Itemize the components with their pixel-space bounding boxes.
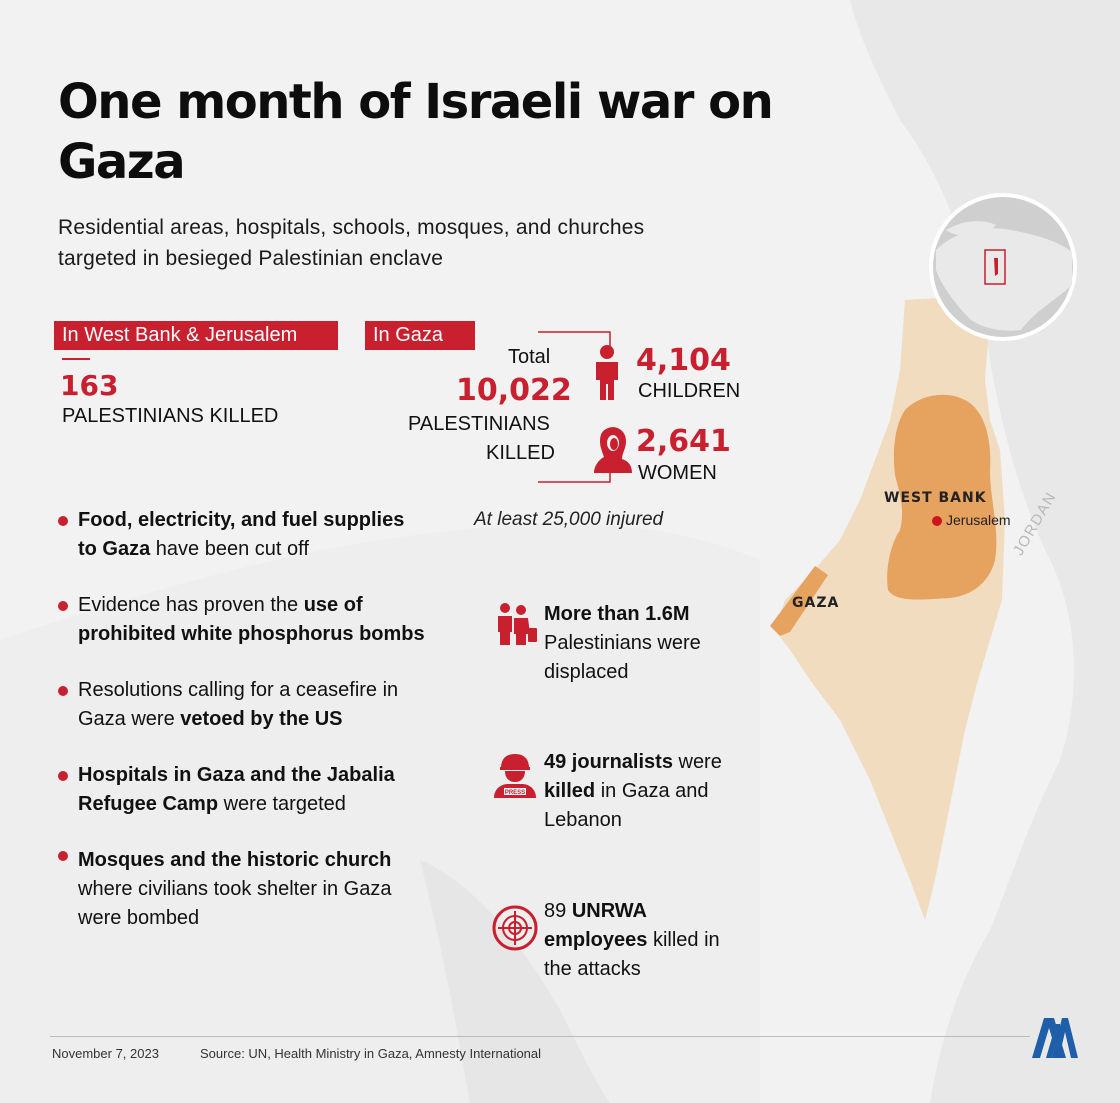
bullet-ceasefire: Resolutions calling for a ceasefire in Ga… — [78, 679, 399, 730]
journalist-icon: PRESS — [494, 754, 536, 798]
bullet-mosques: Mosques and the historic church where civ… — [78, 849, 392, 929]
journalists-stat: 49 journalists were killed in Gaza and Leb… — [544, 751, 722, 831]
bullet-dot — [58, 516, 68, 526]
gaza-total-caption-1: PALESTINIANS — [408, 413, 550, 435]
svg-text:PRESS: PRESS — [505, 790, 525, 796]
map-label-jerusalem: Jerusalem — [946, 512, 1011, 528]
bullet-dot — [58, 851, 68, 861]
page-title: One month of Israeli war on Gaza — [58, 74, 774, 190]
women-label: WOMEN — [638, 462, 717, 484]
footer-date: November 7, 2023 — [52, 1046, 159, 1061]
globe-locator-icon — [929, 193, 1077, 341]
footer-source: Source: UN, Health Ministry in Gaza, Amn… — [200, 1046, 542, 1061]
west-bank-killed: 163 — [60, 369, 119, 402]
gaza-tag: In Gaza — [365, 321, 475, 350]
bullet-phosphorus: Evidence has proven the use of prohibited… — [78, 594, 425, 645]
displaced-stat: More than 1.6M Palestinians were displaced — [544, 603, 701, 683]
un-emblem-icon — [492, 905, 538, 951]
west-bank-divider — [62, 358, 90, 360]
aa-logo-icon — [1032, 1018, 1078, 1058]
unrwa-stat: 89 UNRWA employees killed in the attacks — [544, 900, 720, 980]
woman-icon — [594, 427, 632, 473]
west-bank-territory — [887, 394, 997, 600]
bullet-supplies: Food, electricity, and fuel supplies to G… — [78, 509, 405, 560]
west-bank-killed-label: PALESTINIANS KILLED — [62, 405, 279, 427]
gaza-total-caption-2: KILLED — [486, 442, 555, 464]
gaza-total-label: Total — [508, 346, 551, 368]
bullet-dot — [58, 686, 68, 696]
subtitle: Residential areas, hospitals, schools, m… — [58, 216, 645, 270]
children-label: CHILDREN — [638, 380, 741, 402]
map-label-west-bank: WEST BANK — [884, 490, 987, 506]
bullet-dot — [58, 771, 68, 781]
jerusalem-marker — [932, 516, 942, 526]
injured-note: At least 25,000 injured — [474, 509, 664, 530]
women-count: 2,641 — [636, 424, 731, 459]
child-icon — [596, 345, 618, 400]
map-label-gaza: GAZA — [792, 595, 840, 611]
footer-rule — [50, 1036, 1030, 1037]
gaza-territory — [770, 566, 828, 636]
children-count: 4,104 — [636, 343, 731, 378]
bullet-hospitals: Hospitals in Gaza and the Jabalia Refugee… — [78, 764, 395, 815]
gaza-total-killed: 10,022 — [456, 373, 572, 408]
bullet-dot — [58, 601, 68, 611]
family-icon — [498, 603, 537, 645]
west-bank-tag: In West Bank & Jerusalem — [54, 321, 338, 350]
